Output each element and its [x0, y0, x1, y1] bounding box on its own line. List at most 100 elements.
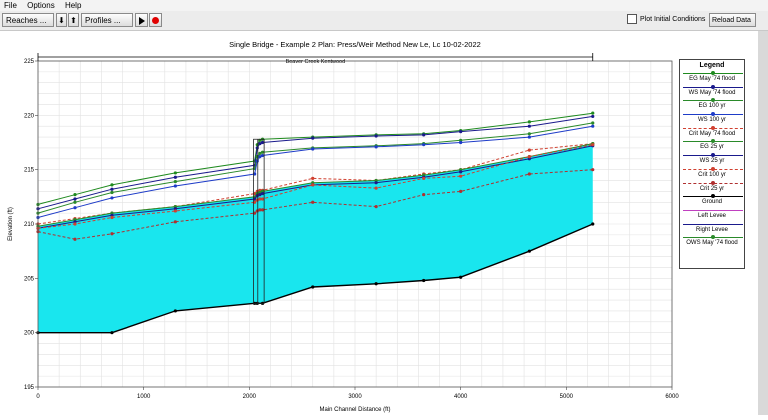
- profiles-button[interactable]: Profiles ...: [81, 13, 133, 27]
- series-point-8: [258, 208, 262, 212]
- profile-chart: 0 1000 2000 3000 4000 5000 6000 195 200 205 210 215…: [8, 40, 679, 413]
- series-point-7: [311, 183, 315, 187]
- series-point-8: [110, 232, 114, 236]
- legend-marker: [711, 84, 715, 89]
- series-point-7: [73, 222, 77, 226]
- record-icon: [152, 17, 159, 25]
- series-point-6: [459, 170, 463, 174]
- series-point-3: [260, 153, 265, 158]
- series-point-0: [527, 120, 531, 124]
- series-point-7: [527, 155, 531, 159]
- legend-label: WS 100 yr: [697, 117, 726, 124]
- y-tick-label: 195: [24, 385, 35, 391]
- series-point-9: [110, 331, 114, 335]
- series-point-3: [422, 143, 426, 147]
- arrow-down-icon: ⬇: [58, 16, 65, 25]
- series-point-3: [591, 124, 595, 128]
- series-point-2: [258, 151, 262, 155]
- x-axis-label: Main Channel Distance (ft): [319, 407, 390, 413]
- legend-item: OWS May '74 flood: [680, 234, 744, 248]
- series-point-0: [173, 171, 177, 175]
- y-tick-label: 210: [24, 222, 35, 228]
- y-tick-label: 225: [24, 59, 35, 65]
- legend: Legend EG May '74 flood WS May '74 flood E…: [679, 59, 745, 269]
- series-point-3: [374, 145, 378, 149]
- series-point-3: [258, 155, 262, 159]
- x-tick-label: 0: [36, 394, 40, 400]
- move-down-button[interactable]: ⬇: [56, 13, 67, 27]
- legend-item: Right Levee: [680, 221, 744, 235]
- legend-marker: [711, 98, 715, 103]
- x-tick-label: 6000: [665, 394, 679, 400]
- legend-marker: [711, 112, 715, 117]
- legend-label: OWS May '74 flood: [686, 240, 738, 247]
- legend-item: WS 100 yr: [680, 111, 744, 125]
- plot-initial-conditions-checkbox[interactable]: Plot Initial Conditions: [627, 14, 705, 26]
- legend-item: Left Levee: [680, 207, 744, 221]
- series-point-7: [110, 215, 114, 220]
- legend-label: Crit May '74 flood: [688, 130, 736, 137]
- legend-marker: [711, 180, 715, 185]
- profile-plot-area: 0 1000 2000 3000 4000 5000 6000 195 200 205 210 215…: [0, 31, 768, 415]
- legend-marker: [711, 125, 715, 130]
- series-point-9: [311, 285, 315, 289]
- reaches-button[interactable]: Reaches ...: [2, 13, 54, 27]
- series-point-8: [260, 208, 265, 212]
- reload-data-button[interactable]: Reload Data: [709, 13, 756, 27]
- series-point-9: [173, 309, 177, 313]
- series-point-7: [459, 174, 463, 178]
- series-point-8: [374, 205, 378, 209]
- x-tick-label: 4000: [454, 394, 468, 400]
- menu-bar: File Options Help: [0, 0, 768, 11]
- menu-options[interactable]: Options: [27, 1, 55, 10]
- series-point-1: [258, 141, 262, 146]
- series-point-1: [260, 140, 265, 145]
- series-point-1: [110, 187, 114, 191]
- menu-help[interactable]: Help: [64, 1, 82, 10]
- move-up-button[interactable]: ⬆: [68, 13, 79, 27]
- legend-marker: [711, 235, 715, 240]
- series-point-7: [591, 143, 595, 147]
- menu-file[interactable]: File: [4, 1, 17, 10]
- toolbar: Reaches ... ⬇ ⬆ Profiles ... Plot Initia…: [0, 11, 768, 31]
- legend-item: Crit 100 yr: [680, 166, 744, 180]
- play-button[interactable]: [135, 13, 148, 27]
- series-line-9: [38, 223, 594, 334]
- legend-item: EG 100 yr: [680, 97, 744, 111]
- legend-marker: [711, 71, 715, 75]
- series-point-1: [311, 136, 315, 140]
- legend-label: WS 25 yr: [699, 158, 725, 165]
- series-point-8: [527, 172, 531, 176]
- play-icon: [138, 16, 145, 25]
- legend-item: EG 25 yr: [680, 138, 744, 152]
- legend-label: EG 25 yr: [700, 144, 724, 151]
- series-point-3: [459, 140, 463, 145]
- series-point-6: [374, 181, 378, 185]
- series-point-8: [311, 200, 315, 204]
- legend-marker: [711, 194, 715, 199]
- legend-item: EG May '74 flood: [680, 70, 744, 84]
- record-button[interactable]: [149, 13, 162, 27]
- legend-marker: [711, 166, 715, 171]
- legend-label: WS May '74 flood: [688, 89, 736, 96]
- y-tick-label: 220: [24, 113, 35, 119]
- legend-item: WS May '74 flood: [680, 84, 744, 98]
- series-point-8: [422, 193, 426, 197]
- series-point-9: [422, 278, 426, 283]
- bridge-outline: [253, 138, 265, 304]
- checkbox-box[interactable]: [627, 14, 637, 25]
- y-tick-label: 215: [24, 168, 35, 174]
- series-point-2: [110, 190, 114, 195]
- series-point-3: [311, 147, 315, 151]
- series-point-7: [258, 197, 262, 201]
- series-point-0: [110, 183, 114, 187]
- series-point-0: [73, 193, 77, 197]
- legend-label: Ground: [701, 199, 722, 206]
- series-point-6: [260, 191, 265, 196]
- legend-item: Ground: [680, 193, 744, 207]
- window-edge: [758, 31, 768, 415]
- chart-title: Single Bridge - Example 2 Plan: Press/We…: [229, 40, 481, 49]
- series-point-2: [260, 150, 265, 154]
- legend-item: Crit 25 yr: [680, 180, 744, 194]
- legend-marker: [711, 139, 715, 144]
